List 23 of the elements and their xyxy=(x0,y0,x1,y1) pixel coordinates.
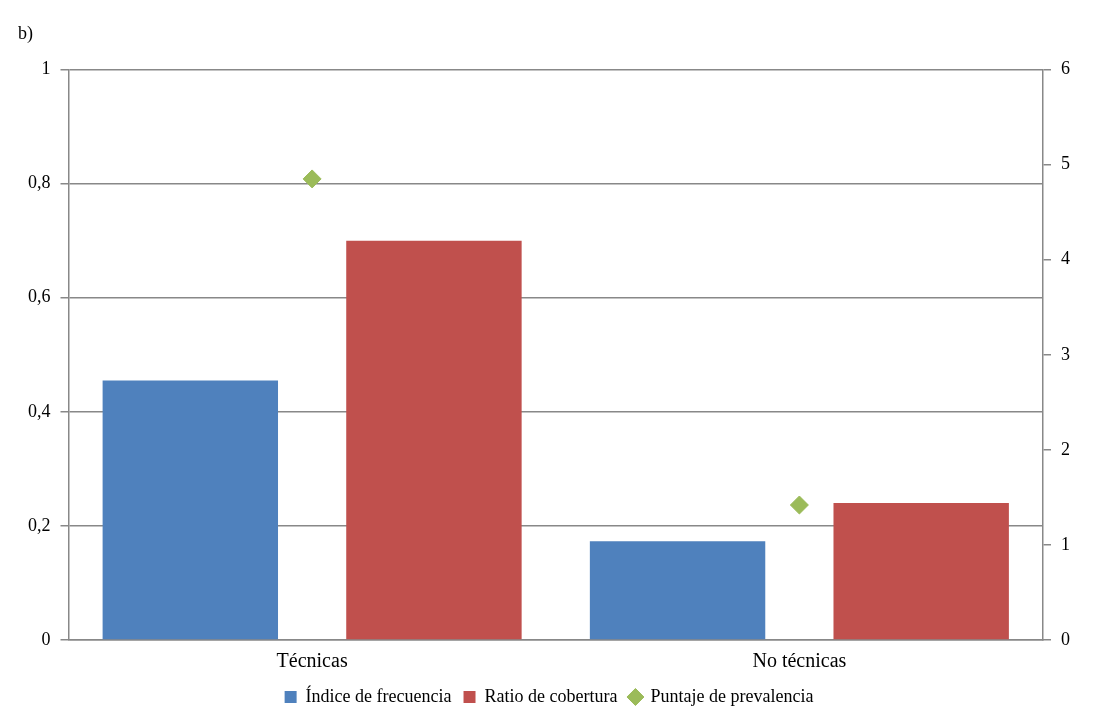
bar xyxy=(833,503,1009,640)
y2-tick-label: 5 xyxy=(1061,153,1070,174)
y2-tick-label: 4 xyxy=(1061,248,1070,269)
y2-tick-label: 1 xyxy=(1061,533,1070,554)
y-tick-label: 0,6 xyxy=(28,286,51,307)
y2-tick-label: 2 xyxy=(1061,438,1070,459)
y2-tick-label: 3 xyxy=(1061,343,1070,364)
bar xyxy=(102,380,279,640)
legend-label: Ratio de cobertura xyxy=(484,685,618,706)
y-tick-label: 0 xyxy=(41,628,51,649)
y-tick-label: 0,4 xyxy=(28,400,51,421)
bar xyxy=(589,541,766,640)
legend-label: Índice de frecuencia xyxy=(305,684,452,706)
y2-tick-label: 0 xyxy=(1061,628,1070,649)
y-tick-label: 1 xyxy=(41,58,51,79)
legend-label: Puntaje de prevalencia xyxy=(650,685,814,706)
x-tick-label: No técnicas xyxy=(752,649,847,672)
chart-title: b) xyxy=(18,22,33,44)
y-tick-label: 0,2 xyxy=(28,514,51,535)
x-tick-label: Técnicas xyxy=(276,649,348,672)
y2-tick-label: 6 xyxy=(1061,58,1070,79)
bar xyxy=(346,240,522,640)
y-tick-label: 0,8 xyxy=(28,172,51,193)
